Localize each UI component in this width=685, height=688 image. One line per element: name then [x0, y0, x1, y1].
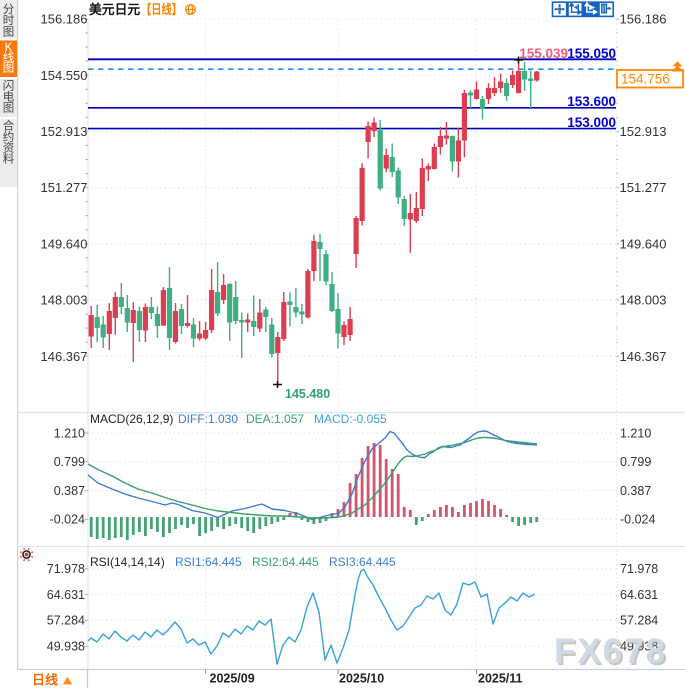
svg-text:【日线】: 【日线】: [141, 2, 182, 17]
svg-text:FX678: FX678: [554, 632, 667, 671]
svg-text:156.186: 156.186: [41, 12, 88, 27]
svg-text:71.978: 71.978: [620, 562, 658, 576]
svg-text:154.756: 154.756: [621, 72, 670, 87]
svg-text:RSI1:64.445: RSI1:64.445: [175, 555, 242, 569]
svg-text:153.600: 153.600: [567, 94, 616, 109]
svg-text:148.003: 148.003: [41, 293, 88, 308]
svg-text:图: 图: [3, 102, 15, 115]
svg-text:64.631: 64.631: [47, 588, 85, 602]
svg-text:分: 分: [3, 3, 15, 16]
svg-text:156.186: 156.186: [620, 12, 667, 27]
svg-text:149.640: 149.640: [41, 236, 88, 251]
svg-text:时: 时: [3, 14, 15, 27]
svg-text:155.039: 155.039: [519, 46, 568, 61]
svg-text:1.210: 1.210: [620, 426, 651, 440]
svg-text:149.640: 149.640: [620, 236, 667, 251]
svg-text:152.913: 152.913: [620, 124, 667, 139]
svg-text:57.284: 57.284: [47, 614, 85, 628]
svg-text:约: 约: [3, 130, 15, 144]
svg-text:151.277: 151.277: [620, 180, 667, 195]
svg-text:64.631: 64.631: [620, 588, 658, 602]
svg-text:DEA:1.057: DEA:1.057: [246, 412, 304, 426]
svg-text:日线: 日线: [32, 673, 58, 688]
svg-text:71.978: 71.978: [47, 562, 85, 576]
svg-text:146.367: 146.367: [620, 349, 667, 364]
svg-text:146.367: 146.367: [41, 349, 88, 364]
svg-text:闪: 闪: [3, 78, 15, 92]
svg-text:2025/11: 2025/11: [478, 672, 523, 686]
svg-text:49.938: 49.938: [47, 640, 85, 654]
svg-text:145.480: 145.480: [285, 387, 330, 401]
svg-text:DIFF:1.030: DIFF:1.030: [178, 412, 238, 426]
svg-text:电: 电: [3, 90, 15, 103]
svg-text:FX678: FX678: [556, 634, 669, 673]
svg-text:-0.024: -0.024: [620, 513, 655, 527]
svg-text:-0.024: -0.024: [50, 513, 85, 527]
svg-text:151.277: 151.277: [41, 180, 88, 195]
svg-text:0.799: 0.799: [54, 455, 85, 469]
svg-text:图: 图: [3, 25, 15, 38]
svg-text:RSI3:64.445: RSI3:64.445: [329, 555, 396, 569]
svg-text:0.799: 0.799: [620, 455, 651, 469]
svg-text:K: K: [5, 42, 13, 54]
svg-text:155.050: 155.050: [567, 46, 616, 61]
svg-text:线: 线: [3, 50, 15, 64]
svg-text:148.003: 148.003: [620, 293, 667, 308]
svg-text:料: 料: [3, 152, 15, 166]
svg-text:49.938: 49.938: [620, 640, 658, 654]
svg-text:RSI2:64.445: RSI2:64.445: [252, 555, 319, 569]
svg-text:1.210: 1.210: [54, 426, 85, 440]
svg-text:2025/10: 2025/10: [339, 672, 384, 686]
svg-text:资: 资: [3, 142, 15, 155]
svg-text:152.913: 152.913: [41, 124, 88, 139]
svg-text:153.000: 153.000: [567, 115, 616, 130]
svg-text:美元日元: 美元日元: [89, 2, 140, 17]
svg-text:RSI(14,14,14): RSI(14,14,14): [90, 555, 165, 569]
svg-text:合: 合: [3, 119, 15, 133]
svg-text:MACD(26,12,9): MACD(26,12,9): [90, 412, 173, 426]
svg-text:57.284: 57.284: [620, 614, 658, 628]
svg-text:2025/09: 2025/09: [210, 672, 255, 686]
svg-text:154.550: 154.550: [41, 68, 88, 83]
svg-text:0.387: 0.387: [620, 484, 651, 498]
svg-text:图: 图: [3, 62, 15, 75]
svg-text:MACD:-0.055: MACD:-0.055: [314, 412, 387, 426]
svg-text:0.387: 0.387: [54, 484, 85, 498]
